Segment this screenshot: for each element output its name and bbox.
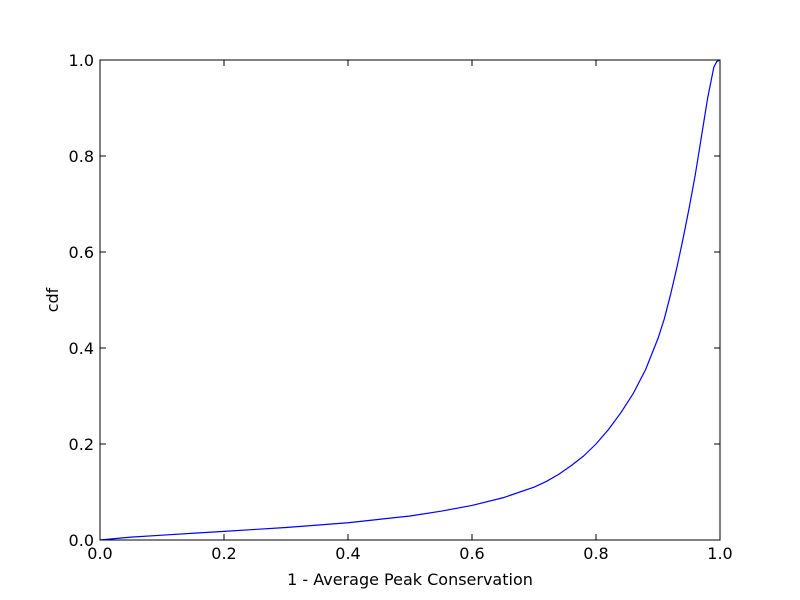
x-axis-label: 1 - Average Peak Conservation	[287, 570, 533, 589]
x-tick-label: 0.2	[211, 544, 236, 563]
y-axis-label: cdf	[43, 287, 62, 312]
x-tick-label: 0.8	[583, 544, 608, 563]
y-tick-label: 0.8	[69, 147, 94, 166]
y-tick-label: 0.4	[69, 339, 94, 358]
series-layer	[99, 59, 721, 541]
x-tick-label: 0.4	[335, 544, 360, 563]
x-tick-label: 0.0	[87, 544, 112, 563]
plot-frame	[99, 59, 721, 541]
tick-label-layer: 0.0 0.2 0.4 0.6 0.8 1.0 0.0 0.2 0.4 0.6 0.8 1.0	[69, 51, 733, 563]
y-tick-label: 0.2	[69, 435, 94, 454]
y-tick-label: 1.0	[69, 51, 94, 70]
y-tick-label: 0.6	[69, 243, 94, 262]
x-tick-label: 0.6	[459, 544, 484, 563]
x-tick-label: 1.0	[707, 544, 732, 563]
plot-area	[100, 60, 720, 540]
y-tick-label: 0.0	[69, 531, 94, 550]
series-line-0	[99, 59, 721, 541]
